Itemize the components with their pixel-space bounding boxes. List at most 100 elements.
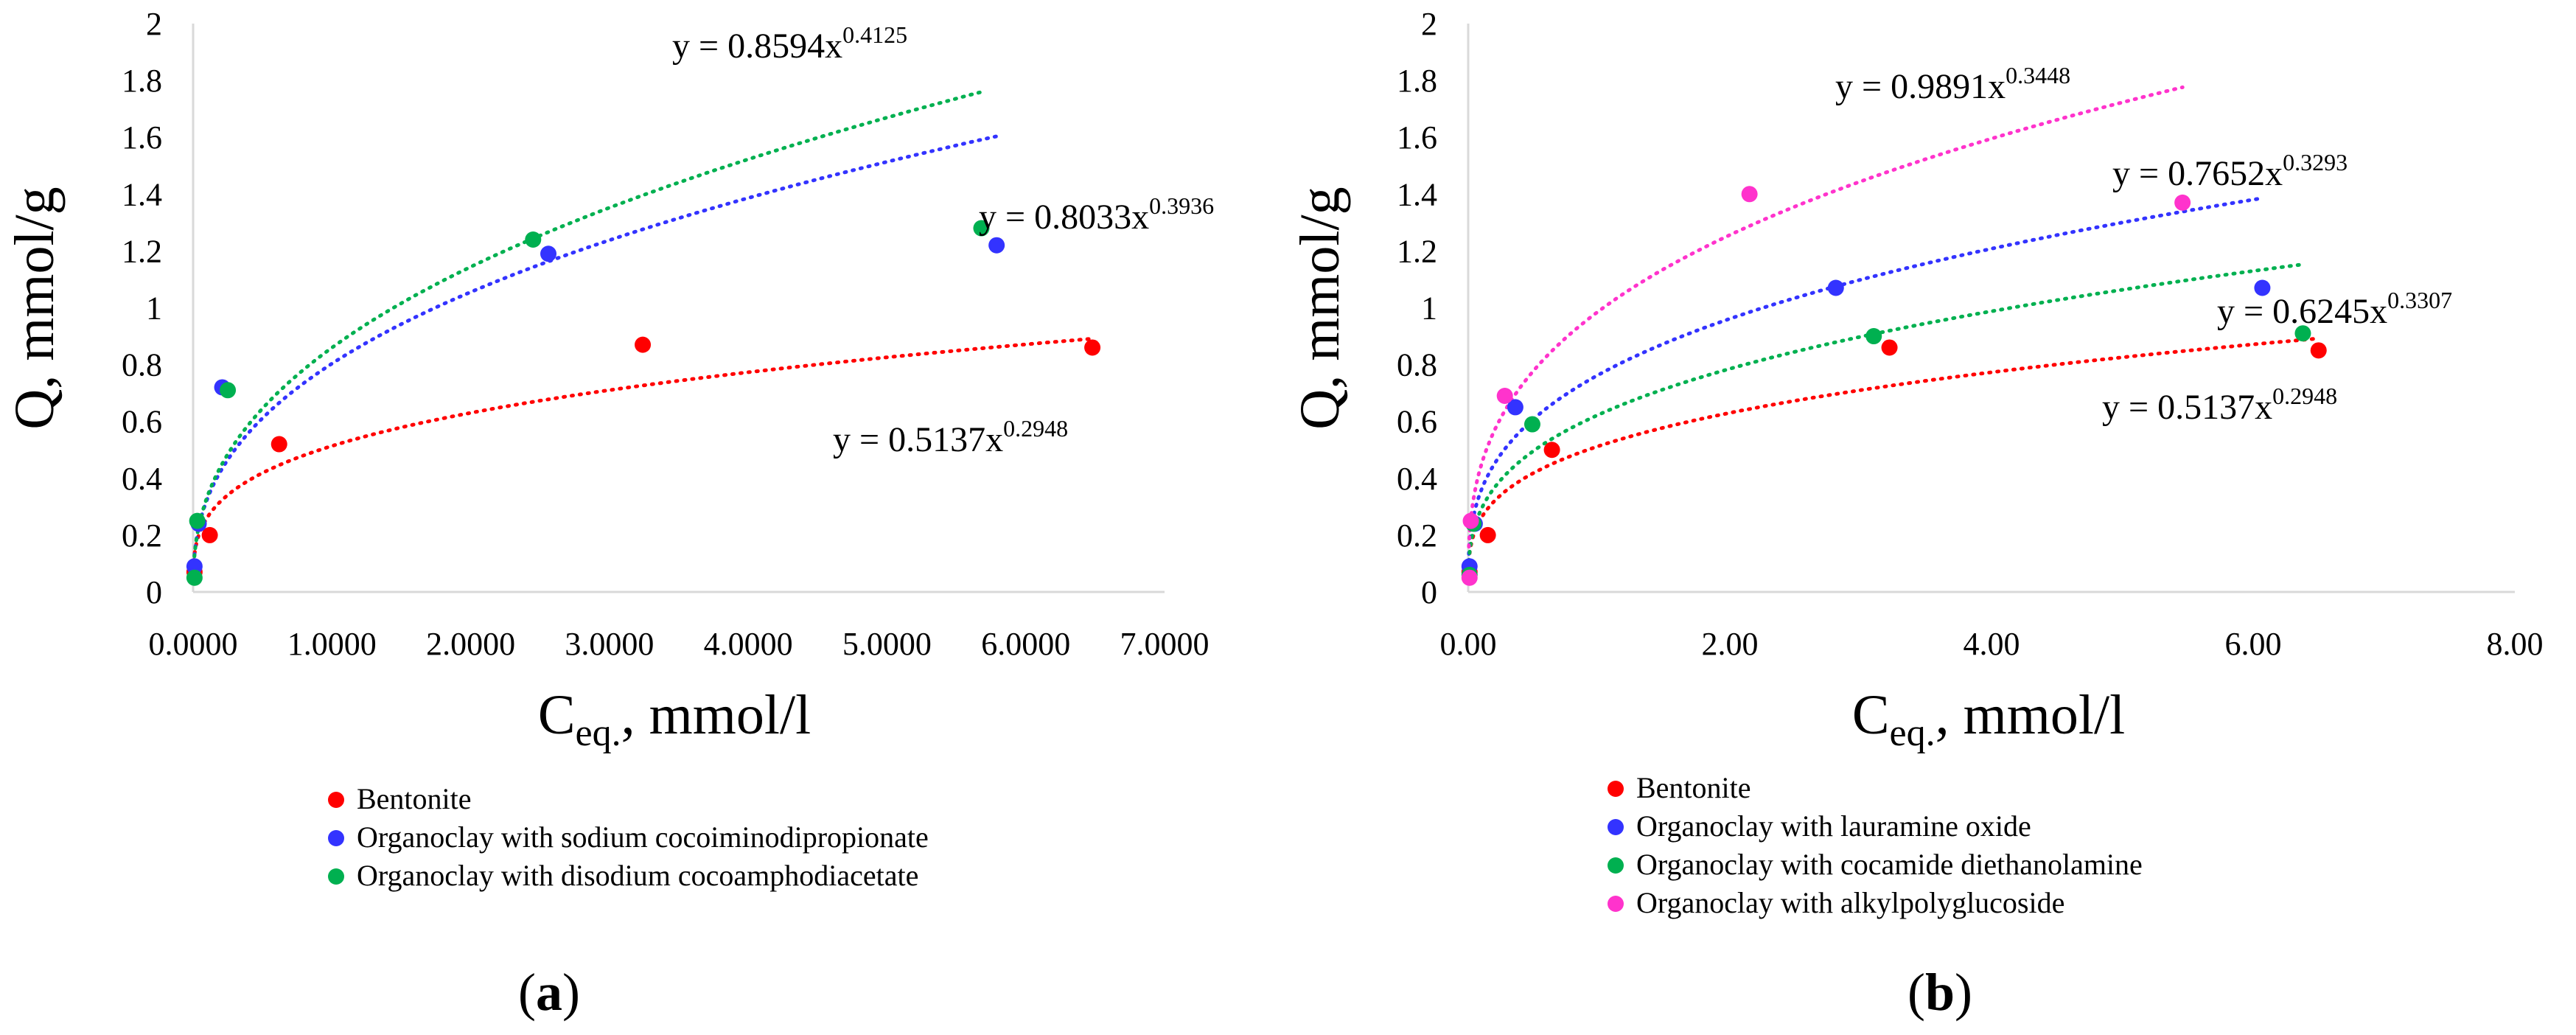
equation-base: y = 0.9891x bbox=[1835, 67, 2006, 106]
y-tick-label: 1.4 bbox=[1397, 176, 1437, 212]
x-tick-label: 5.0000 bbox=[842, 626, 932, 662]
data-point-s2-4 bbox=[540, 245, 557, 262]
y-tick-label: 1 bbox=[146, 290, 162, 327]
data-point-s4-1 bbox=[1461, 569, 1478, 586]
panel-label-open: ( bbox=[518, 963, 536, 1022]
equation-exponent: 0.3448 bbox=[2006, 62, 2070, 88]
x-tick-label: 6.00 bbox=[2225, 626, 2282, 662]
x-axis-title-subscript: eq. bbox=[576, 712, 621, 754]
y-tick-label: 1.2 bbox=[1397, 233, 1437, 269]
y-tick-label: 1.6 bbox=[122, 119, 162, 156]
x-tick-label: 7.0000 bbox=[1120, 626, 1210, 662]
legend-marker-2 bbox=[328, 830, 344, 846]
data-point-s3-5 bbox=[2294, 325, 2311, 342]
data-point-s4-4 bbox=[1741, 186, 1758, 203]
legend-marker-1 bbox=[1608, 781, 1624, 797]
data-point-s4-5 bbox=[2174, 194, 2191, 211]
x-tick-label: 2.00 bbox=[1702, 626, 1759, 662]
legend-label-2: Organoclay with lauramine oxide bbox=[1636, 809, 2031, 843]
x-tick-label: 0.00 bbox=[1440, 626, 1497, 662]
panel-label-close: ) bbox=[1955, 963, 1972, 1022]
x-tick-label: 4.00 bbox=[1964, 626, 2020, 662]
data-point-s4-2 bbox=[1462, 512, 1479, 529]
x-tick-label: 4.0000 bbox=[704, 626, 793, 662]
trendline-equation-2: y = 0.8033x0.3936 bbox=[979, 192, 1214, 237]
data-point-s1-5 bbox=[1084, 339, 1101, 356]
trendline-equation-3: y = 0.6245x0.3307 bbox=[2217, 287, 2452, 331]
legend-label-2: Organoclay with sodium cocoiminodipropio… bbox=[357, 820, 929, 854]
legend-marker-3 bbox=[328, 868, 344, 885]
x-axis-title-subscript: eq. bbox=[1890, 712, 1936, 754]
trendline-1 bbox=[1467, 336, 2321, 563]
data-point-s2-1 bbox=[186, 558, 203, 575]
equation-exponent: 0.4125 bbox=[842, 21, 907, 48]
y-tick-label: 0.4 bbox=[122, 461, 162, 497]
equation-exponent: 0.3293 bbox=[2283, 149, 2348, 175]
y-tick-label: 2 bbox=[146, 6, 162, 42]
equation-base: y = 0.5137x bbox=[2102, 388, 2272, 427]
panel-label: (a) bbox=[518, 963, 580, 1022]
y-tick-label: 0.8 bbox=[122, 347, 162, 383]
x-axis-title: Ceq., mmol/l bbox=[1852, 684, 2125, 754]
trendline-equation-1: y = 0.5137x0.2948 bbox=[2102, 383, 2337, 427]
x-axis-title-unit: , mmol/l bbox=[1936, 684, 2126, 746]
data-point-s1-2 bbox=[201, 526, 218, 543]
y-tick-label: 1 bbox=[1421, 290, 1437, 327]
data-point-s3-3 bbox=[220, 382, 237, 399]
data-point-s2-5 bbox=[988, 237, 1005, 254]
y-tick-label: 1.8 bbox=[1397, 63, 1437, 99]
y-axis-title: Q, mmol/g bbox=[4, 187, 66, 429]
x-axis-title-main: C bbox=[538, 684, 576, 746]
x-tick-label: 0.0000 bbox=[149, 626, 238, 662]
legend-marker-2 bbox=[1608, 819, 1624, 835]
y-tick-label: 1.2 bbox=[122, 233, 162, 269]
data-point-s3-2 bbox=[189, 512, 206, 529]
legend-marker-4 bbox=[1608, 896, 1624, 912]
equation-base: y = 0.8594x bbox=[672, 27, 842, 66]
legend-marker-1 bbox=[328, 792, 344, 808]
legend-label-4: Organoclay with alkylpolyglucoside bbox=[1636, 886, 2064, 919]
data-point-s3-5 bbox=[973, 220, 990, 237]
chart-b: 0 0.2 0.4 0.6 0.8 1 1.2 1.4 1.6 1.8 2 0.00 2.00 4.00 6… bbox=[1289, 6, 2544, 1022]
data-point-s2-3 bbox=[1507, 399, 1523, 416]
panel-label-letter: b bbox=[1925, 963, 1955, 1022]
x-tick-label: 2.0000 bbox=[426, 626, 515, 662]
legend-label-1: Bentonite bbox=[357, 782, 472, 815]
data-point-s1-4 bbox=[1881, 339, 1898, 356]
equation-base: y = 0.7652x bbox=[2112, 154, 2283, 193]
equation-base: y = 0.6245x bbox=[2217, 292, 2387, 331]
data-point-s1-3 bbox=[270, 436, 287, 453]
data-point-s1-3 bbox=[1543, 442, 1560, 459]
x-tick-label: 3.0000 bbox=[565, 626, 654, 662]
data-point-s3-4 bbox=[1865, 328, 1882, 345]
panel-label-close: ) bbox=[562, 963, 580, 1022]
trendline-4 bbox=[1467, 85, 2185, 549]
data-point-s1-5 bbox=[2310, 342, 2327, 359]
panel-label-letter: a bbox=[536, 963, 562, 1022]
data-point-s3-1 bbox=[186, 569, 203, 586]
trendline-equation-1: y = 0.5137x0.2948 bbox=[833, 415, 1068, 459]
data-point-s1-2 bbox=[1479, 526, 1496, 543]
y-tick-label: 2 bbox=[1421, 6, 1437, 42]
chart-a: 0 0.2 0.4 0.6 0.8 1 1.2 1.4 1.6 1.8 2 0.0000 1.0000 2… bbox=[4, 6, 1214, 1022]
equation-base: y = 0.8033x bbox=[979, 198, 1149, 237]
data-point-s2-4 bbox=[1827, 279, 1844, 296]
equation-exponent: 0.3936 bbox=[1149, 192, 1214, 219]
trendline-2 bbox=[192, 134, 999, 565]
equation-base: y = 0.5137x bbox=[833, 420, 1003, 459]
trendline-1 bbox=[192, 337, 1095, 563]
data-point-s4-3 bbox=[1496, 388, 1513, 405]
y-tick-label: 1.4 bbox=[122, 176, 162, 212]
trendline-3 bbox=[192, 90, 983, 567]
y-tick-label: 0.2 bbox=[122, 518, 162, 554]
trendline-equation-4: y = 0.9891x0.3448 bbox=[1835, 62, 2070, 106]
panel-label: (b) bbox=[1907, 963, 1972, 1022]
x-tick-label: 6.0000 bbox=[981, 626, 1070, 662]
y-tick-label: 0.6 bbox=[122, 404, 162, 440]
data-point-s2-5 bbox=[2254, 279, 2271, 296]
trendline-equation-3: y = 0.8594x0.4125 bbox=[672, 21, 907, 66]
x-tick-label: 1.0000 bbox=[287, 626, 377, 662]
y-tick-label: 0 bbox=[146, 574, 162, 610]
